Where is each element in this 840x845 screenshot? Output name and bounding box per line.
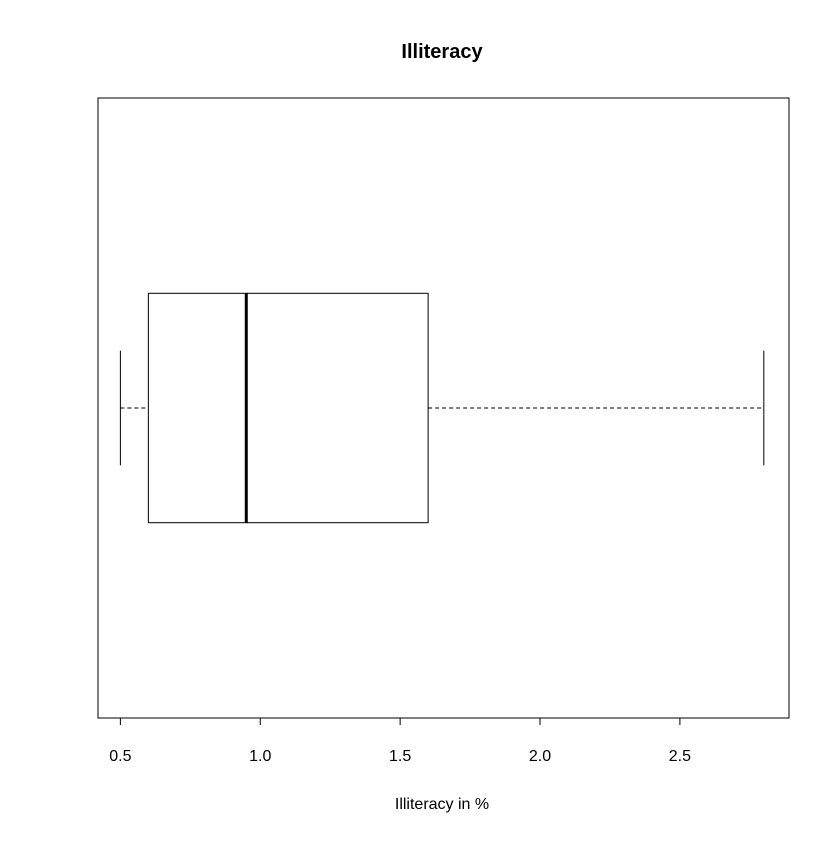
x-axis: 0.5 1.0 1.5 2.0 2.5: [109, 717, 691, 765]
x-tick-label: 0.5: [109, 748, 131, 765]
x-tick-label: 2.0: [529, 748, 551, 765]
x-axis-label: Illiteracy in %: [395, 796, 489, 813]
plot-layer: [119, 292, 765, 524]
x-tick-label: 2.5: [669, 748, 691, 765]
chart-title: Illiteracy: [401, 41, 483, 63]
x-tick-label: 1.0: [249, 748, 271, 765]
iqr-box: [147, 292, 429, 524]
x-tick-label: 1.5: [389, 748, 411, 765]
